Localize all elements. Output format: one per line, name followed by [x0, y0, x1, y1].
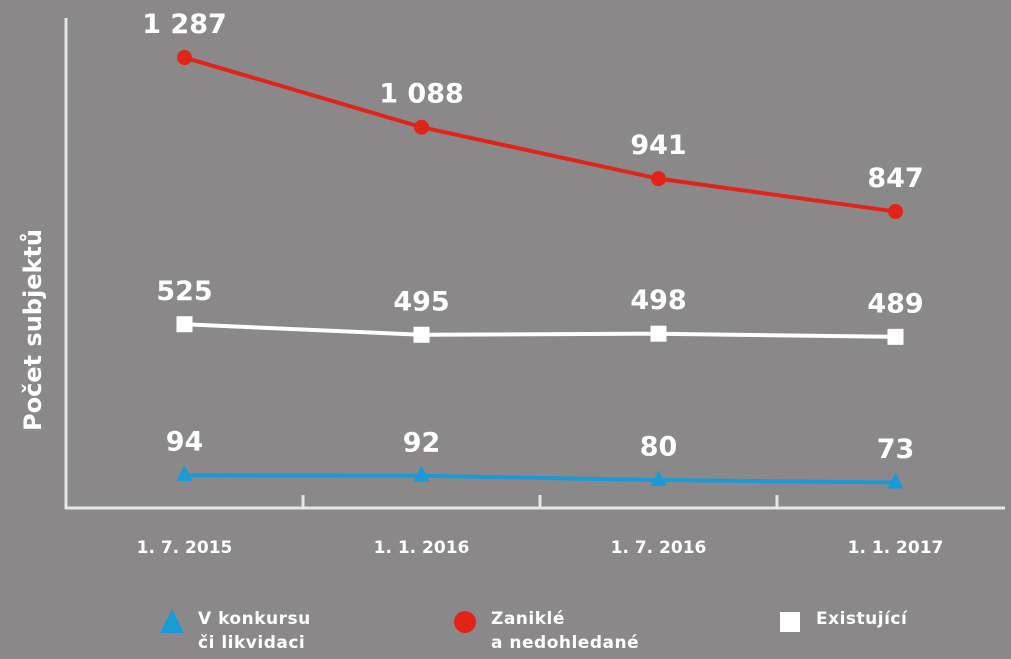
point [413, 326, 430, 343]
legend-label: Existující [816, 609, 908, 629]
point [413, 465, 430, 482]
x-tick-label: 1. 1. 2016 [374, 538, 470, 558]
legend-marker [160, 609, 184, 633]
point [176, 316, 193, 333]
data-label: 495 [393, 286, 449, 317]
line [183, 55, 896, 214]
data-label: 94 [166, 427, 204, 458]
point [650, 325, 667, 342]
data-label: 1 088 [379, 79, 464, 110]
data-label: 941 [630, 130, 686, 161]
x-tick-label: 1. 7. 2015 [137, 538, 233, 558]
data-label: 80 [640, 432, 678, 463]
point [650, 470, 667, 486]
point [651, 171, 666, 187]
x-tick-label: 1. 7. 2016 [611, 538, 707, 558]
data-label: 525 [156, 276, 212, 307]
data-label: 498 [630, 285, 686, 316]
line [184, 473, 896, 485]
legend-label: V konkursu či likvidaci [198, 609, 311, 653]
point [887, 472, 904, 489]
legend-label: Zaniklé a nedohledané [491, 609, 640, 653]
point [176, 465, 193, 482]
point [888, 204, 903, 220]
line [184, 322, 896, 339]
x-tick-label: 1. 1. 2017 [848, 538, 944, 558]
legend-marker [454, 611, 476, 633]
data-label: 73 [877, 434, 915, 465]
legend-marker [780, 612, 800, 632]
y-axis-label: Počet subjektů [19, 229, 47, 431]
data-label: 92 [403, 427, 441, 458]
point [887, 328, 904, 345]
data-label: 847 [867, 163, 923, 194]
point [414, 119, 429, 135]
point [177, 50, 192, 66]
data-label: 489 [867, 288, 923, 319]
data-label: 1 287 [142, 9, 227, 40]
